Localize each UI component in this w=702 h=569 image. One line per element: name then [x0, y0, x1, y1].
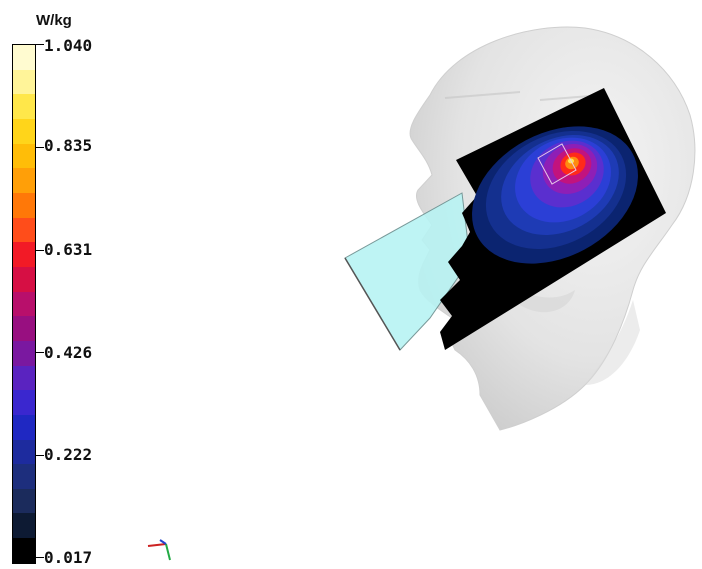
color-scale-swatch	[13, 365, 35, 391]
zoom-scan-box	[537, 143, 577, 185]
tick-1	[36, 44, 44, 45]
color-scale-swatch	[13, 488, 35, 514]
color-scale-swatch	[13, 464, 35, 489]
color-scale-swatch	[13, 513, 35, 539]
tick-2	[36, 147, 44, 148]
color-scale-swatch	[13, 340, 35, 366]
color-scale-swatch	[13, 291, 35, 317]
color-scale-swatch	[13, 390, 35, 415]
tick-label-4: 0.426	[44, 343, 93, 362]
color-scale-swatch	[13, 316, 35, 341]
color-scale-swatch	[13, 414, 35, 440]
color-scale-swatch	[13, 266, 35, 292]
head-detail-lines	[444, 91, 591, 101]
color-scale-swatch	[13, 94, 35, 119]
color-scale-swatch	[13, 439, 35, 465]
tick-4	[36, 352, 44, 353]
color-scale-swatch	[13, 217, 35, 243]
color-scale-swatch	[13, 538, 35, 563]
tick-label-6: 0.017	[44, 548, 93, 567]
tick-label-1: 1.040	[44, 36, 93, 55]
neck-shading	[585, 300, 640, 385]
color-scale-bar	[12, 44, 36, 564]
sar-distribution	[472, 126, 638, 264]
tick-5	[36, 455, 44, 456]
tick-3	[36, 250, 44, 251]
tick-6	[36, 557, 44, 558]
axis-triad-icon	[147, 539, 171, 561]
color-scale-swatch	[13, 242, 35, 267]
color-scale-swatch	[13, 143, 35, 169]
color-scale-swatch	[13, 168, 35, 193]
color-scale-swatch	[13, 118, 35, 144]
tick-label-3: 0.631	[44, 240, 93, 259]
legend-unit-label: W/kg	[36, 12, 72, 29]
color-scale-swatch	[13, 45, 35, 70]
phone-edge	[344, 257, 401, 351]
tick-label-5: 0.222	[44, 445, 93, 464]
color-scale-swatch	[13, 192, 35, 218]
ear-shading	[520, 290, 575, 313]
color-scale-swatch	[13, 69, 35, 95]
tick-label-2: 0.835	[44, 136, 93, 155]
